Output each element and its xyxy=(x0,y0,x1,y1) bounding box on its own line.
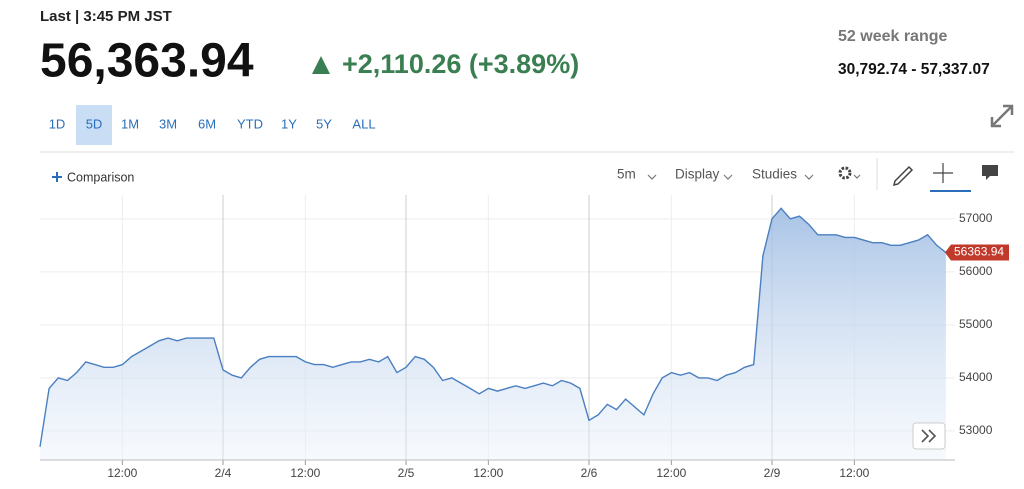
y-tick-label: 57000 xyxy=(959,211,993,225)
tab[interactable]: YTD xyxy=(237,116,263,131)
tab[interactable]: 1Y xyxy=(281,116,297,131)
active-tab-bg xyxy=(76,105,112,145)
expand-icon[interactable] xyxy=(990,104,1014,128)
studies[interactable]: Studies xyxy=(752,167,797,182)
range-label: 52 week range xyxy=(838,28,948,45)
y-tick-label: 55000 xyxy=(959,317,993,331)
price: 56,363.94 xyxy=(40,35,254,88)
x-tick-label: 12:00 xyxy=(839,466,869,480)
draw-icon[interactable] xyxy=(892,165,914,187)
last-price-tag xyxy=(945,244,1009,261)
x-tick-label: 12:00 xyxy=(656,466,686,480)
tab[interactable]: 6M xyxy=(198,116,216,131)
comparison[interactable]: Comparison xyxy=(67,170,134,184)
settings-icon[interactable] xyxy=(838,166,852,180)
change: +2,110.26 (+3.89%) xyxy=(342,49,579,79)
tab[interactable]: 1M xyxy=(121,116,139,131)
x-tick-label: 12:00 xyxy=(107,466,137,480)
range-value: 30,792.74 - 57,337.07 xyxy=(838,61,990,78)
y-tick-label: 54000 xyxy=(959,370,993,384)
interval[interactable]: 5m xyxy=(617,167,636,182)
x-tick-label: 12:00 xyxy=(290,466,320,480)
last-price-label: 56363.94 xyxy=(954,245,1004,259)
y-tick-label: 53000 xyxy=(959,423,993,437)
x-tick-label: 2/6 xyxy=(581,466,598,480)
tab[interactable]: 5Y xyxy=(316,116,332,131)
tab[interactable]: 5D xyxy=(86,116,103,131)
x-tick-label: 12:00 xyxy=(473,466,503,480)
tab[interactable]: 1D xyxy=(49,116,66,131)
comment-icon[interactable] xyxy=(982,165,998,180)
last-time: Last | 3:45 PM JST xyxy=(40,8,172,25)
display[interactable]: Display xyxy=(675,167,720,182)
area xyxy=(40,208,946,460)
price-line xyxy=(39,207,947,447)
scroll-icon xyxy=(921,429,937,443)
x-tick-label: 2/5 xyxy=(398,466,415,480)
x-tick-label: 2/9 xyxy=(764,466,781,480)
tab[interactable]: ALL xyxy=(352,116,375,131)
tab[interactable]: 3M xyxy=(159,116,177,131)
plus-icon xyxy=(52,172,62,182)
crosshair-icon[interactable] xyxy=(933,163,953,183)
x-tick-label: 2/4 xyxy=(215,466,232,480)
up-arrow xyxy=(312,56,330,74)
y-tick-label: 56000 xyxy=(959,264,993,278)
chevrons xyxy=(647,174,861,180)
